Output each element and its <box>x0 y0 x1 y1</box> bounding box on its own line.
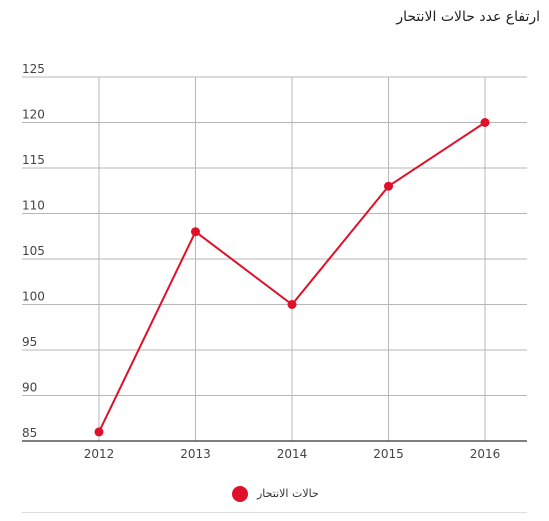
y-tick-label: 85 <box>22 426 37 440</box>
data-point <box>287 300 297 309</box>
legend-marker <box>232 486 248 502</box>
data-point <box>191 227 200 237</box>
y-tick-label: 105 <box>22 244 45 258</box>
legend-label: حالات الانتحار <box>257 487 319 500</box>
y-tick-label: 90 <box>22 381 37 395</box>
x-tick-label: 2016 <box>470 447 501 461</box>
y-tick-label: 120 <box>22 108 45 122</box>
legend: حالات الانتحار <box>0 484 549 506</box>
bottom-divider <box>22 512 527 513</box>
data-point <box>480 118 490 127</box>
y-tick-label: 100 <box>22 290 45 304</box>
y-tick-label: 125 <box>22 62 45 76</box>
x-tick-label: 2015 <box>373 447 404 461</box>
data-point <box>384 181 393 191</box>
y-tick-label: 115 <box>22 153 45 167</box>
x-tick-label: 2014 <box>277 447 308 461</box>
data-point <box>94 427 104 437</box>
line-chart: 85 90 95 100 105 110 115 120 125 2012 2013 2014 2015… <box>22 62 527 461</box>
chart-title: ارتفاع عدد حالات الانتحار <box>396 9 540 25</box>
x-tick-label: 2012 <box>84 447 115 461</box>
x-tick-label: 2013 <box>180 447 211 461</box>
y-tick-label: 95 <box>22 335 37 349</box>
y-tick-label: 110 <box>22 199 45 213</box>
